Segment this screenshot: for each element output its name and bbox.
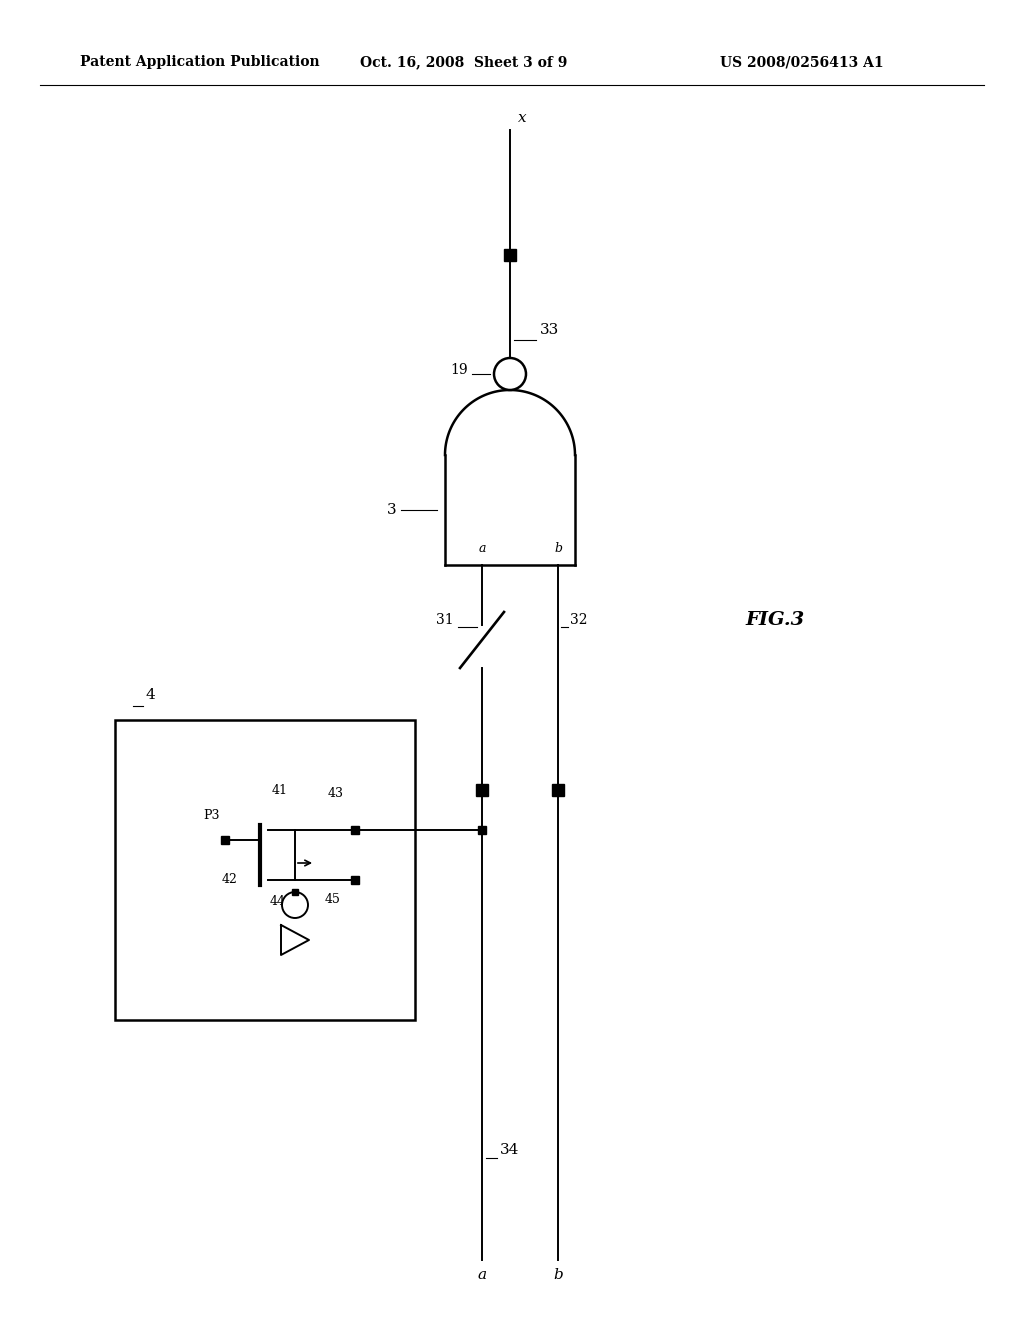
Circle shape	[282, 892, 308, 917]
Text: P3: P3	[204, 809, 220, 822]
Text: 32: 32	[570, 612, 588, 627]
Text: 31: 31	[436, 612, 454, 627]
Circle shape	[494, 358, 526, 389]
Text: 44: 44	[270, 895, 286, 908]
Text: a: a	[477, 1269, 486, 1282]
Text: Oct. 16, 2008  Sheet 3 of 9: Oct. 16, 2008 Sheet 3 of 9	[360, 55, 567, 69]
Text: 45: 45	[325, 894, 341, 906]
Text: 33: 33	[540, 323, 559, 337]
Text: b: b	[554, 543, 562, 554]
Text: 19: 19	[451, 363, 468, 378]
Text: b: b	[553, 1269, 563, 1282]
Text: FIG.3: FIG.3	[745, 611, 804, 630]
Bar	[115, 719, 415, 1020]
Text: 3: 3	[387, 503, 397, 517]
Text: 34: 34	[500, 1143, 519, 1158]
Text: US 2008/0256413 A1: US 2008/0256413 A1	[720, 55, 884, 69]
Text: 4: 4	[145, 688, 155, 702]
Text: 43: 43	[328, 787, 344, 800]
Text: Patent Application Publication: Patent Application Publication	[80, 55, 319, 69]
Text: 42: 42	[222, 873, 238, 886]
Text: x: x	[508, 374, 514, 384]
Text: 41: 41	[272, 784, 288, 797]
Text: x: x	[518, 111, 526, 125]
Text: a: a	[478, 543, 485, 554]
